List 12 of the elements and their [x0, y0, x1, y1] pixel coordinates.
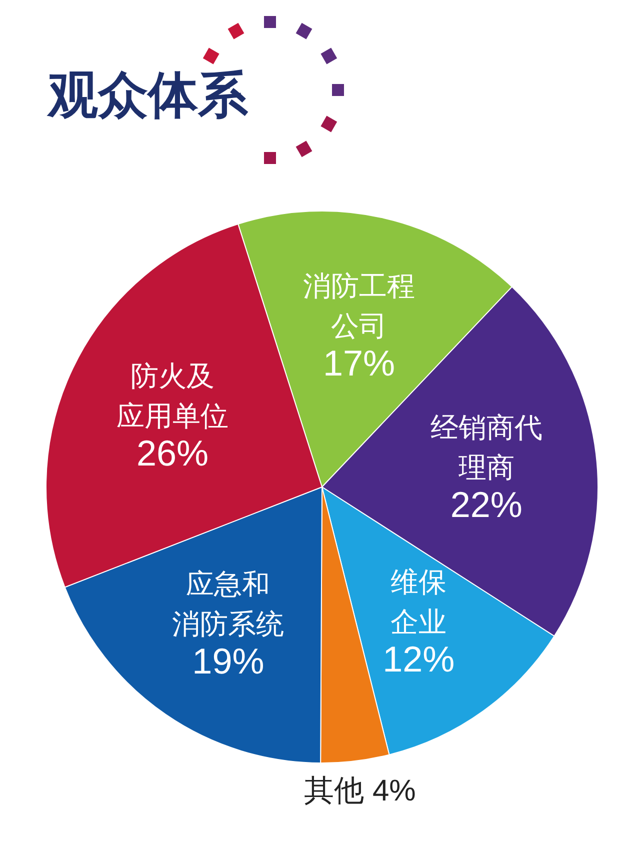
slice-label: 其他 4% [304, 774, 416, 808]
slice-label: 消防工程公司 [302, 270, 415, 342]
slice-label: 应急和消防系统 [172, 568, 284, 640]
data-label: 17% [322, 342, 395, 384]
slice-label: 经销商代理商 [430, 412, 542, 484]
slice-label: 维保企业 [390, 566, 447, 638]
slice-label: 防火及应用单位 [116, 360, 229, 432]
data-label: 19% [192, 640, 264, 682]
data-label: 12% [382, 638, 455, 680]
chart-title: 观众体系 [46, 67, 249, 123]
data-label: 26% [136, 432, 209, 474]
data-label: 22% [450, 484, 522, 526]
